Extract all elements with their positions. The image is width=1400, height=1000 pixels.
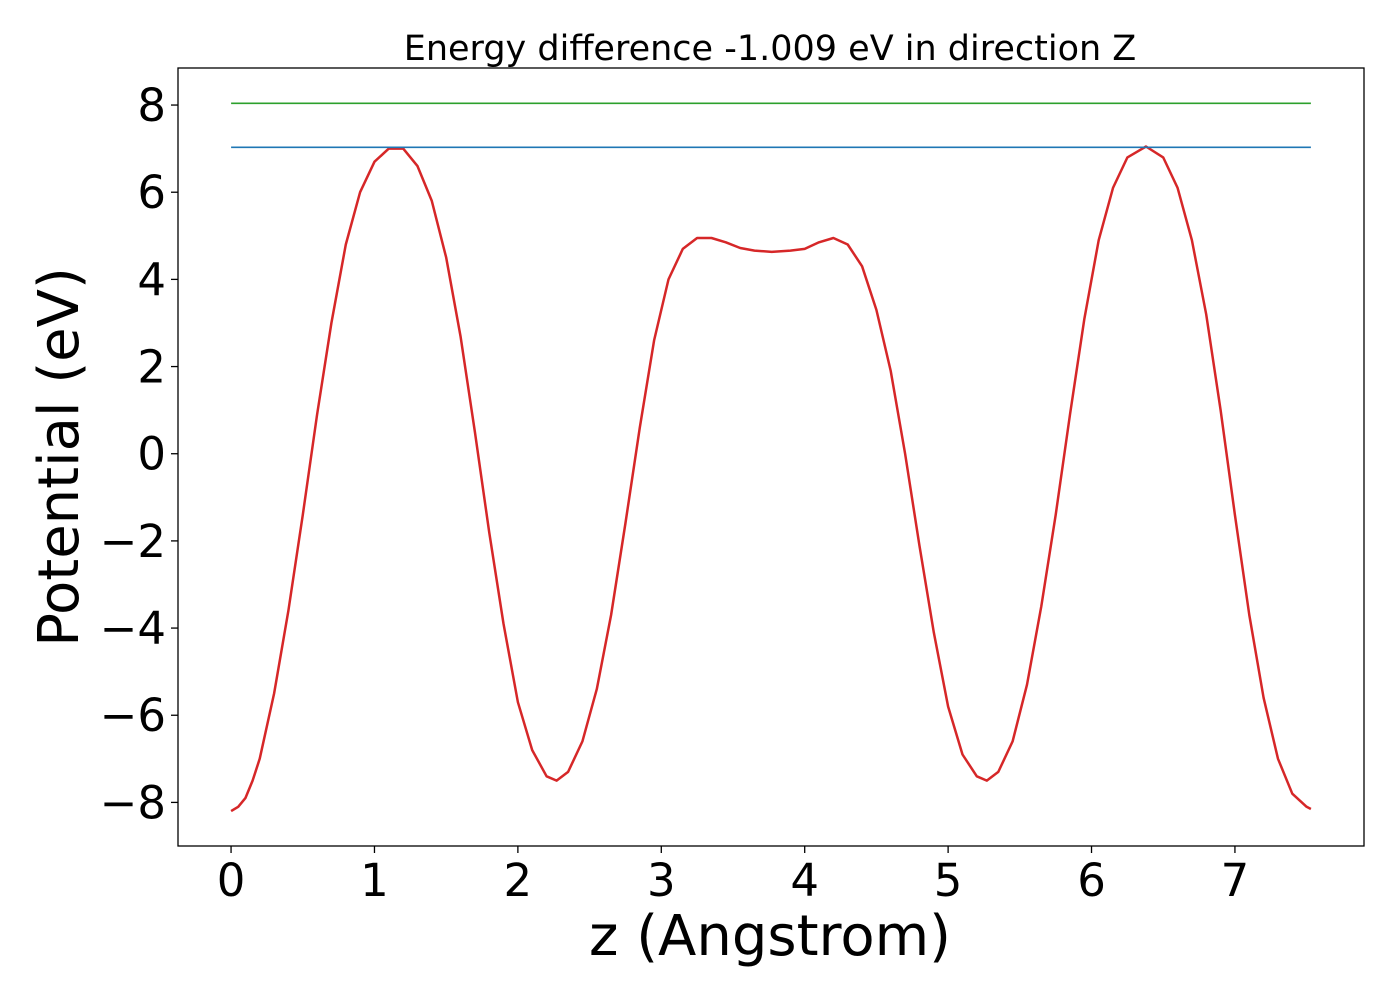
chart-title: Energy difference -1.009 eV in direction… — [404, 29, 1137, 69]
potential-curve — [230, 145, 1312, 813]
x-tick-label: 1 — [360, 854, 389, 907]
y-tick-label: −8 — [100, 776, 166, 829]
x-tick-label: 6 — [1077, 854, 1106, 907]
x-axis: 0 1 2 3 4 5 6 7 — [217, 846, 1250, 907]
y-axis-label: Potential (eV) — [27, 267, 92, 647]
y-tick-label: −2 — [100, 515, 166, 568]
y-tick-label: 0 — [137, 428, 166, 481]
y-tick-label: −6 — [100, 689, 166, 742]
x-tick-label: 4 — [790, 854, 819, 907]
x-tick-label: 5 — [934, 854, 963, 907]
y-tick-label: 2 — [137, 341, 166, 394]
plot-frame — [177, 67, 1365, 847]
x-tick-label: 3 — [647, 854, 676, 907]
x-axis-label: z (Angstrom) — [589, 904, 951, 969]
y-tick-label: 4 — [137, 253, 166, 306]
x-tick-label: 2 — [504, 854, 533, 907]
x-tick-label: 7 — [1221, 854, 1250, 907]
y-tick-label: −4 — [100, 602, 166, 655]
plot-area — [230, 102, 1312, 813]
x-tick-label: 0 — [217, 854, 246, 907]
y-axis: −8 −6 −4 −2 0 2 4 6 8 — [100, 79, 178, 829]
y-tick-label: 6 — [137, 166, 166, 219]
y-tick-label: 8 — [137, 79, 166, 132]
